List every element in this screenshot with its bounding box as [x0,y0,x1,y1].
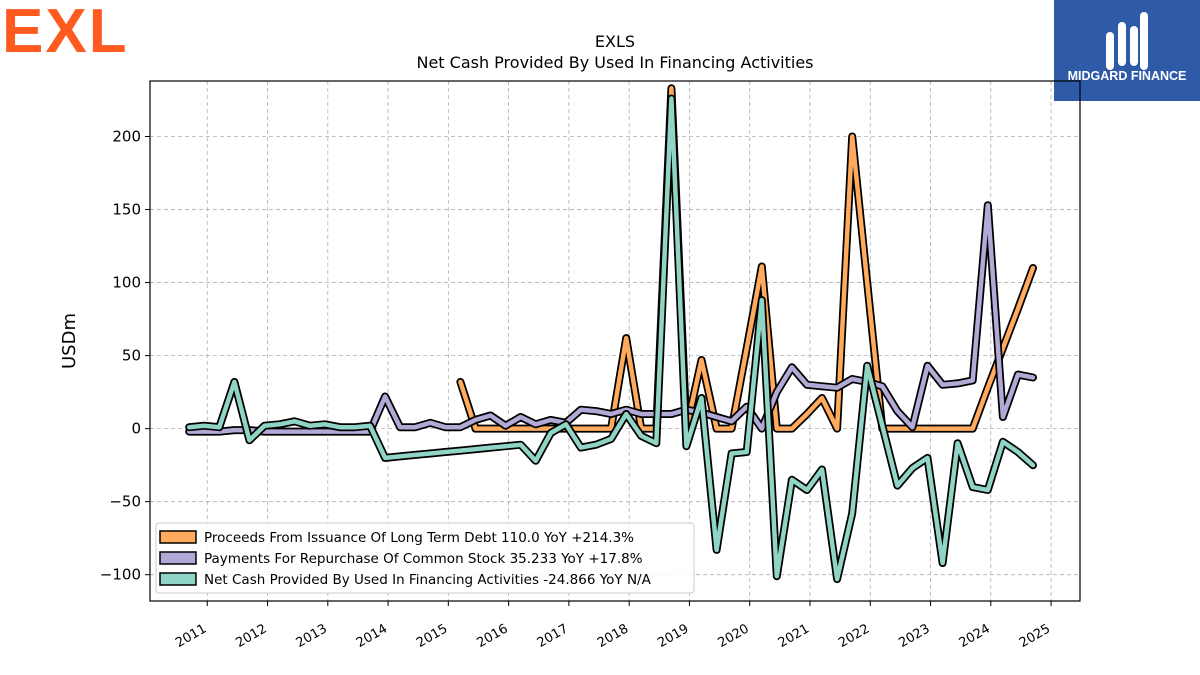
legend-box [155,522,695,594]
series-line-1 [186,202,1036,434]
x-tick-label: 2017 [535,621,571,651]
x-tick-label: 2014 [354,621,390,651]
x-tick-label: 2024 [957,621,993,651]
y-tick-label: −50 [109,493,141,511]
series-line-2 [186,96,1036,582]
chart-subtitle: Net Cash Provided By Used In Financing A… [416,53,813,72]
y-axis-ticks: −100 −50 0 50 100 150 200 [100,128,150,584]
plot-frame [149,80,1081,602]
chart-title: EXLS [595,32,635,51]
x-tick-label: 2016 [474,621,510,651]
midgard-finance-logo: MIDGARD FINANCE [1054,0,1200,101]
series-outline-2 [185,94,1037,584]
legend-swatch [159,551,197,565]
legend-swatch [159,530,197,544]
y-tick-label: 0 [131,420,141,438]
midgard-emblem-icon [1106,12,1148,70]
x-tick-label: 2019 [655,621,691,651]
x-tick-label: 2022 [836,621,872,651]
x-tick-label: 2011 [173,621,209,651]
x-axis-ticks: 2011 2012 2013 2014 2015 2016 2017 2018 2019 2020… [173,601,1053,651]
x-tick-label: 2018 [595,621,631,651]
y-axis-label: USDm [59,313,80,369]
legend-label: Net Cash Provided By Used In Financing A… [204,572,652,588]
x-tick-label: 2015 [414,621,450,651]
legend-swatch [159,572,197,586]
y-tick-label: −100 [100,566,141,584]
y-tick-label: 200 [112,128,141,146]
y-tick-label: 150 [112,201,141,219]
midgard-logo-text: MIDGARD FINANCE [1068,69,1187,83]
y-tick-label: 100 [112,274,141,292]
exl-logo: EXL [2,0,142,66]
series-outline-1 [185,201,1037,436]
series-line-0 [458,86,1036,431]
x-tick-label: 2023 [896,621,932,651]
legend-label: Proceeds From Issuance Of Long Term Debt… [204,530,634,546]
x-tick-label: 2020 [716,621,752,651]
x-tick-label: 2025 [1017,621,1053,651]
legend-label: Payments For Repurchase Of Common Stock … [204,551,643,567]
series-outline-0 [456,84,1037,433]
legend: Proceeds From Issuance Of Long Term Debt… [155,522,695,594]
series-lines [185,84,1037,584]
y-tick-label: 50 [122,347,141,365]
exl-logo-text: EXL [2,0,129,60]
x-tick-label: 2021 [776,621,812,651]
x-tick-label: 2012 [233,621,269,651]
x-tick-label: 2013 [294,621,330,651]
